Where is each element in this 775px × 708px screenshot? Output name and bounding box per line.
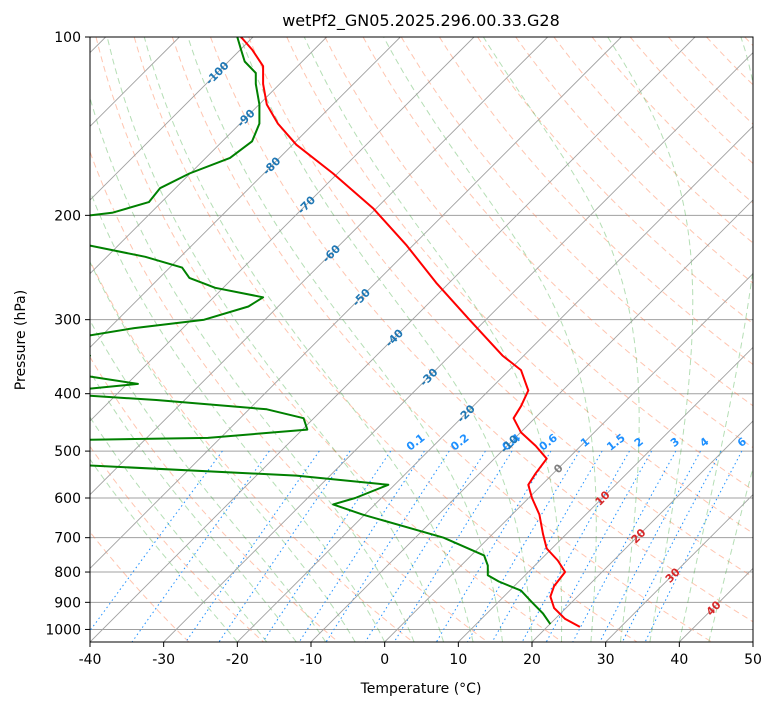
moist-adiabat: [708, 466, 753, 642]
x-tick-label: -20: [226, 652, 249, 668]
isotherm-line: [90, 37, 401, 348]
isotherm-line: [605, 494, 753, 642]
dry-adiabat: [90, 445, 264, 642]
x-tick-label: -10: [300, 652, 323, 668]
x-axis-label: Temperature (°C): [360, 681, 482, 697]
y-axis-label: Pressure (hPa): [13, 290, 29, 390]
isotherm-line: [90, 37, 696, 642]
isotherm-line: [90, 37, 327, 275]
mixing-ratio-line: [435, 450, 552, 642]
moist-adiabat: [90, 260, 356, 642]
x-tick-label: 30: [597, 652, 615, 668]
y-tick-label: 400: [54, 387, 81, 403]
moist-adiabat: [383, 37, 597, 642]
y-tick-label: 500: [54, 444, 81, 460]
moist-adiabat: [143, 37, 474, 642]
plot-area: [90, 37, 753, 642]
moist-adiabat: [607, 37, 694, 642]
isotherm-line: [90, 37, 548, 496]
moist-adiabat: [482, 37, 640, 642]
mixing-ratio-line: [325, 450, 450, 642]
moist-adiabat: [187, 37, 503, 642]
isotherm-line: [90, 37, 622, 569]
dewpoint-profile-line: [90, 37, 552, 625]
mixing-ratio-line: [298, 450, 425, 642]
mixing-ratio-line: [218, 450, 351, 642]
skewed-isotherms: [90, 37, 753, 642]
y-tick-label: 100: [54, 30, 81, 46]
y-tick-label: 200: [54, 208, 81, 224]
isotherm-line: [531, 420, 753, 642]
dry-adiabat: [90, 150, 488, 642]
moist-adiabat: [90, 416, 268, 642]
plot-layer: 0.10.20.40.611.52346810131620253036-100-…: [90, 37, 753, 642]
y-tick-label: 600: [54, 491, 81, 507]
moist-adiabat: [106, 37, 445, 642]
x-tick-label: -40: [79, 652, 102, 668]
mixing-ratio-line: [521, 450, 630, 642]
dry-adiabat: [133, 37, 638, 642]
isotherm-line: [90, 37, 254, 201]
dry-adiabat: [324, 37, 753, 491]
dry-adiabat: [438, 37, 753, 366]
y-tick-label: 800: [54, 565, 81, 581]
x-tick-label: 10: [449, 652, 467, 668]
mixing-ratio-lines: [90, 450, 743, 642]
x-tick-label: 50: [744, 652, 762, 668]
moist-adiabat: [90, 189, 386, 642]
chart-title: wetPf2_GN05.2025.296.00.33.G28: [282, 11, 560, 31]
mixing-ratio-line: [90, 450, 223, 632]
mixing-ratio-line: [545, 450, 653, 642]
dry-adiabat: [248, 37, 753, 578]
y-tick-label: 300: [54, 313, 81, 329]
moist-adiabat: [678, 37, 753, 642]
isotherm-line: [384, 273, 753, 642]
x-tick-label: 0: [380, 652, 389, 668]
y-tick-label: 900: [54, 595, 81, 611]
isotherm-line: [163, 52, 753, 642]
dry-adiabats: [90, 37, 753, 642]
plot-frame: [89, 36, 754, 643]
isotherm-line: [237, 125, 753, 642]
x-tick-label: 20: [523, 652, 541, 668]
x-tick-label: -30: [152, 652, 175, 668]
mixing-ratio-line: [467, 450, 580, 642]
moist-adiabat: [90, 370, 297, 642]
dry-adiabat: [171, 37, 712, 642]
y-tick-label: 1000: [45, 622, 81, 638]
mixing-ratio-line: [262, 450, 392, 642]
mixing-ratio-line: [621, 450, 722, 642]
isotherm-line: [458, 346, 753, 642]
moist-adiabat: [90, 458, 238, 642]
data-series: [90, 37, 581, 628]
dry-adiabat: [210, 37, 753, 623]
x-tick-label: 40: [670, 652, 688, 668]
isotherm-line: [90, 37, 475, 422]
moist-adiabat: [303, 37, 563, 642]
y-tick-label: 700: [54, 531, 81, 547]
dry-adiabat: [90, 356, 339, 642]
moist-adiabat: [90, 319, 327, 642]
isotherm-line: [310, 199, 753, 642]
temperature-profile-line: [240, 37, 581, 628]
axes: -40 -30 -20 -10 0 10 20 30 40 50 100 200 300 400 500 60…: [45, 30, 762, 668]
pressure-gridlines: [90, 37, 753, 630]
dry-adiabat: [477, 37, 753, 325]
mixing-ratio-line: [572, 450, 677, 642]
dry-adiabat: [95, 37, 563, 642]
mixing-ratio-line: [599, 450, 701, 642]
